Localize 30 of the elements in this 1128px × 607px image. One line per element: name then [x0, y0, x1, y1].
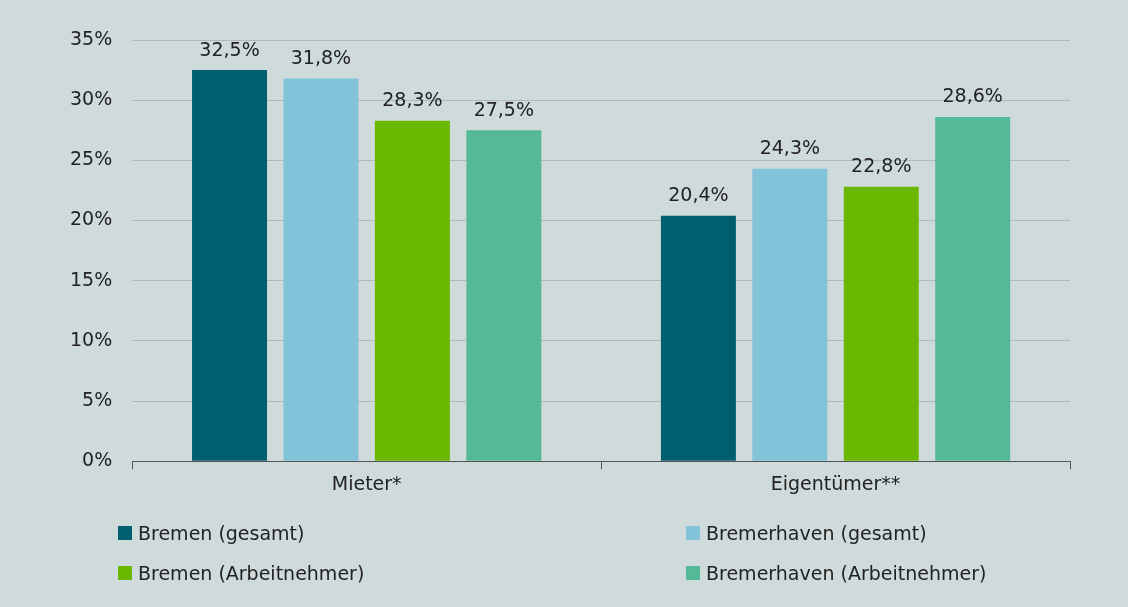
legend-label: Bremerhaven (gesamt) — [706, 522, 927, 544]
y-tick-label: 15% — [70, 267, 113, 290]
legend-label: Bremen (Arbeitnehmer) — [138, 562, 365, 584]
data-label: 27,5% — [473, 97, 534, 120]
data-label: 32,5% — [199, 37, 260, 60]
bar — [843, 186, 919, 461]
x-tick-label: Mieter* — [331, 471, 402, 494]
y-tick-label: 0% — [82, 448, 113, 471]
legend-label: Bremerhaven (Arbeitnehmer) — [706, 562, 987, 584]
bar — [752, 168, 828, 461]
bar — [283, 78, 359, 461]
y-tick-label: 30% — [70, 87, 113, 110]
y-tick-label: 25% — [70, 147, 113, 170]
bar — [466, 130, 542, 461]
data-label: 24,3% — [759, 136, 821, 159]
y-tick-label: 20% — [70, 207, 113, 230]
bar — [374, 120, 450, 461]
y-tick-label: 35% — [70, 26, 113, 49]
data-label: 28,3% — [382, 88, 443, 111]
data-label: 22,8% — [851, 154, 912, 177]
y-tick-label: 5% — [82, 387, 113, 410]
bar — [935, 117, 1011, 461]
legend-label: Bremen (gesamt) — [138, 522, 305, 544]
data-label: 20,4% — [668, 183, 729, 206]
y-tick-label: 10% — [70, 327, 113, 350]
data-label: 28,6% — [942, 84, 1003, 107]
bar — [192, 70, 268, 461]
data-label: 31,8% — [290, 45, 352, 68]
bar — [660, 215, 736, 461]
x-tick-label: Eigentümer** — [770, 471, 901, 494]
